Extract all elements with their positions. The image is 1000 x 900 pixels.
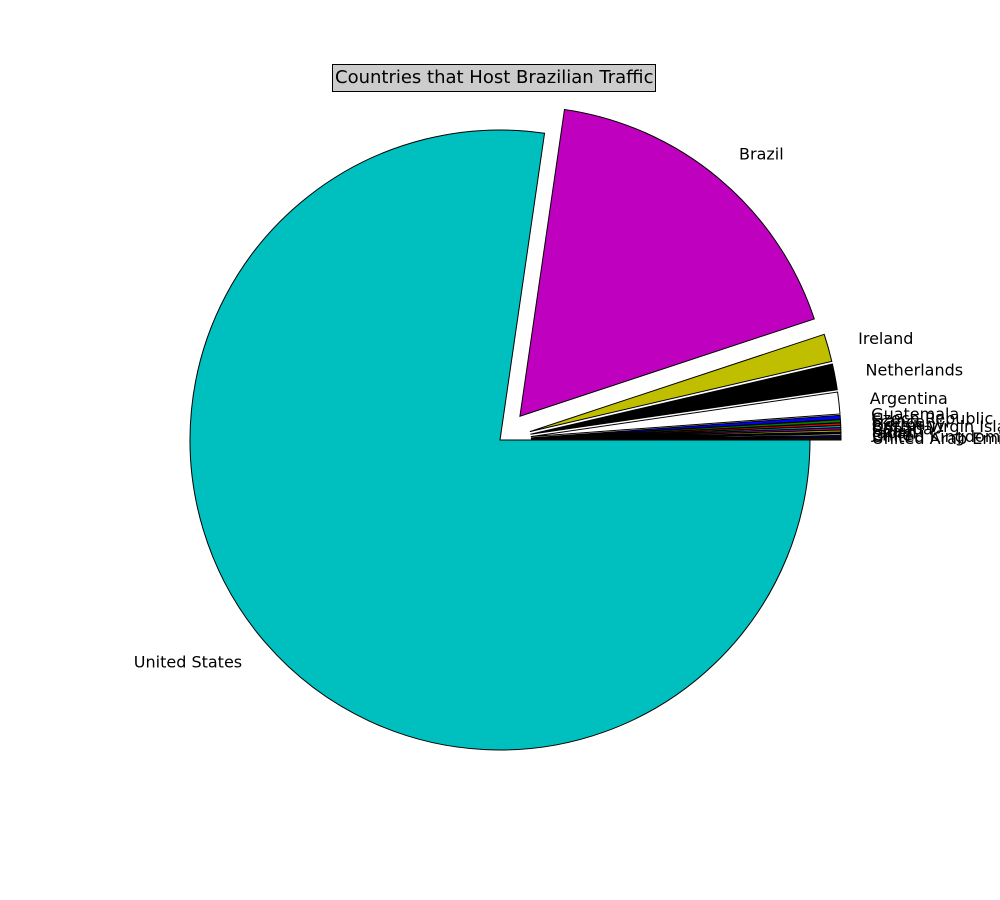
pie-label-chile: Chile	[872, 426, 912, 445]
pie-label-spain: Spain	[872, 422, 917, 441]
pie-label-brazil: Brazil	[739, 144, 784, 163]
pie-labels: United States Brazil Ireland Netherlands Arg…	[134, 144, 1000, 671]
pie-slices	[189, 108, 842, 751]
pie-label-united-kingdom: United Kingdom	[872, 427, 1000, 446]
pie-label-japan: Japan	[871, 424, 917, 443]
pie-label-france: France	[872, 412, 925, 431]
pie-slice-united-states	[189, 129, 811, 751]
pie-label-united-arab-emirates: United Arab Emirates	[872, 429, 1000, 448]
pie-slice-netherlands	[530, 363, 838, 435]
pie-label-guatemala: Guatemala	[871, 405, 959, 424]
pie-label-czech-republic: Czech Republic	[871, 409, 993, 428]
chart-title: Countries that Host Brazilian Traffic	[332, 64, 657, 92]
pie-slice-brazil	[519, 108, 815, 417]
pie-label-germany: Germany	[872, 415, 946, 434]
pie-slice-argentina	[530, 391, 841, 438]
pie-label-canada: Canada	[872, 420, 933, 439]
pie-slice-ireland	[529, 333, 833, 433]
pie-label-argentina: Argentina	[870, 389, 948, 408]
pie-label-netherlands: Netherlands	[866, 361, 964, 380]
pie-label-united-states: United States	[134, 653, 242, 672]
pie-label-ireland: Ireland	[858, 329, 913, 348]
pie-slice-united-arab-emirates	[530, 438, 842, 441]
pie-label-british-virgin-islands: British Virgin Islands	[872, 417, 1000, 436]
